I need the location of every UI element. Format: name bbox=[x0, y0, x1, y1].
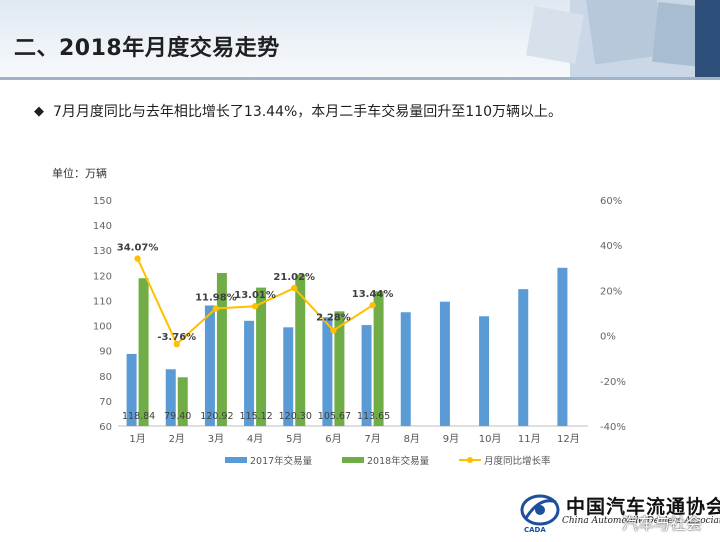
org-name-cn: 中国汽车流通协会 bbox=[566, 496, 720, 518]
org-name-en: China Automobile Dealers Association bbox=[562, 516, 720, 526]
bar-2017 bbox=[400, 312, 411, 426]
bar-2018-value-label: 118.84 bbox=[122, 411, 155, 422]
legend-label: 2017年交易量 bbox=[250, 455, 313, 467]
bar-2018-value-label: 120.92 bbox=[200, 411, 233, 422]
summary-text: 7月月度同比与去年相比增长了13.44%，本月二手车交易量回升至110万辆以上。 bbox=[53, 104, 563, 120]
bar-2018-value-label: 105.67 bbox=[318, 411, 351, 422]
x-tick-label: 10月 bbox=[479, 433, 502, 445]
x-tick-label: 8月 bbox=[404, 433, 420, 445]
bar-2018 bbox=[295, 274, 306, 426]
growth-rate-label: 21.02% bbox=[273, 272, 315, 283]
bar-2017 bbox=[244, 320, 255, 426]
y-right-tick-label: 0% bbox=[600, 332, 616, 343]
bar-2018 bbox=[334, 311, 345, 426]
y-left-tick-label: 130 bbox=[93, 246, 112, 257]
header-divider bbox=[0, 77, 720, 80]
diamond-bullet-icon: ◆ bbox=[34, 103, 44, 119]
summary-bullet: ◆ 7月月度同比与去年相比增长了13.44%，本月二手车交易量回升至110万辆以… bbox=[34, 101, 562, 121]
header-banner: 二、2018年月度交易走势 bbox=[0, 0, 720, 78]
unit-label: 单位：万辆 bbox=[52, 167, 107, 180]
bar-2018 bbox=[177, 377, 188, 426]
page-title: 二、2018年月度交易走势 bbox=[14, 36, 280, 61]
bar-2018 bbox=[256, 287, 267, 426]
bar-2017 bbox=[518, 289, 529, 426]
growth-rate-point bbox=[369, 302, 376, 309]
x-tick-label: 4月 bbox=[247, 433, 263, 445]
growth-rate-point bbox=[173, 340, 180, 348]
bar-2018 bbox=[216, 273, 227, 426]
x-tick-label: 1月 bbox=[129, 433, 145, 445]
y-left-tick-label: 70 bbox=[99, 397, 112, 408]
bar-2017 bbox=[283, 327, 294, 426]
y-left-tick-label: 80 bbox=[99, 372, 112, 383]
growth-rate-point bbox=[134, 255, 141, 262]
growth-rate-point bbox=[212, 305, 220, 312]
y-left-tick-label: 120 bbox=[93, 271, 112, 282]
bar-2017 bbox=[165, 369, 176, 426]
legend-swatch bbox=[342, 457, 364, 463]
bar-2017 bbox=[361, 325, 372, 426]
y-right-tick-label: 60% bbox=[600, 196, 622, 207]
bar-2017 bbox=[479, 316, 490, 426]
growth-rate-label: 34.07% bbox=[117, 243, 159, 254]
bar-2017 bbox=[322, 317, 333, 426]
watermark-text: 汽车与社会 bbox=[622, 514, 703, 533]
x-tick-label: 5月 bbox=[286, 433, 302, 445]
x-tick-label: 9月 bbox=[443, 433, 459, 445]
x-tick-label: 11月 bbox=[518, 433, 541, 445]
legend-swatch bbox=[225, 457, 247, 463]
y-right-tick-label: 20% bbox=[600, 286, 622, 297]
x-tick-label: 2月 bbox=[169, 433, 185, 445]
bar-2018-value-label: 79.40 bbox=[164, 411, 191, 422]
bar-2018-value-label: 113.65 bbox=[357, 411, 390, 422]
legend-label: 月度同比增长率 bbox=[484, 455, 551, 467]
x-tick-label: 7月 bbox=[364, 433, 380, 445]
growth-rate-label: 2.28% bbox=[316, 312, 351, 323]
y-left-tick-label: 60 bbox=[99, 422, 112, 433]
org-abbr: CADA bbox=[524, 526, 546, 534]
legend-label: 2018年交易量 bbox=[367, 455, 430, 467]
bar-2018-value-label: 120.30 bbox=[279, 411, 312, 422]
bar-2017 bbox=[204, 305, 215, 426]
cada-logo: 中国汽车流通协会 China Automobile Dealers Associ… bbox=[518, 488, 720, 538]
x-tick-label: 12月 bbox=[557, 433, 580, 445]
growth-rate-point bbox=[330, 327, 337, 334]
legend-swatch-marker bbox=[467, 457, 473, 463]
y-left-tick-label: 140 bbox=[93, 221, 112, 232]
bar-2018 bbox=[373, 291, 384, 426]
y-left-tick-label: 100 bbox=[93, 322, 112, 333]
bar-2018-value-label: 115.12 bbox=[239, 411, 272, 422]
bar-2017 bbox=[126, 353, 137, 426]
growth-rate-label: 13.44% bbox=[352, 289, 394, 300]
bar-2018 bbox=[138, 278, 149, 426]
x-tick-label: 3月 bbox=[208, 433, 224, 445]
y-left-tick-label: 90 bbox=[99, 347, 112, 358]
growth-rate-label: 13.01% bbox=[234, 290, 276, 301]
bar-2017 bbox=[439, 301, 450, 426]
y-left-tick-label: 150 bbox=[93, 196, 112, 207]
growth-rate-label: -3.76% bbox=[157, 332, 196, 343]
x-tick-label: 6月 bbox=[325, 433, 341, 445]
cada-emblem-icon bbox=[520, 494, 560, 526]
y-right-tick-label: 40% bbox=[600, 241, 622, 252]
growth-rate-point bbox=[291, 284, 298, 292]
growth-rate-point bbox=[251, 302, 259, 310]
y-right-tick-label: -20% bbox=[600, 377, 626, 388]
y-left-tick-label: 110 bbox=[93, 296, 112, 307]
y-right-tick-label: -40% bbox=[600, 422, 626, 433]
bar-2017 bbox=[557, 267, 568, 426]
header-decoration-cubes bbox=[526, 0, 720, 78]
growth-rate-label: 11.98% bbox=[195, 293, 237, 304]
